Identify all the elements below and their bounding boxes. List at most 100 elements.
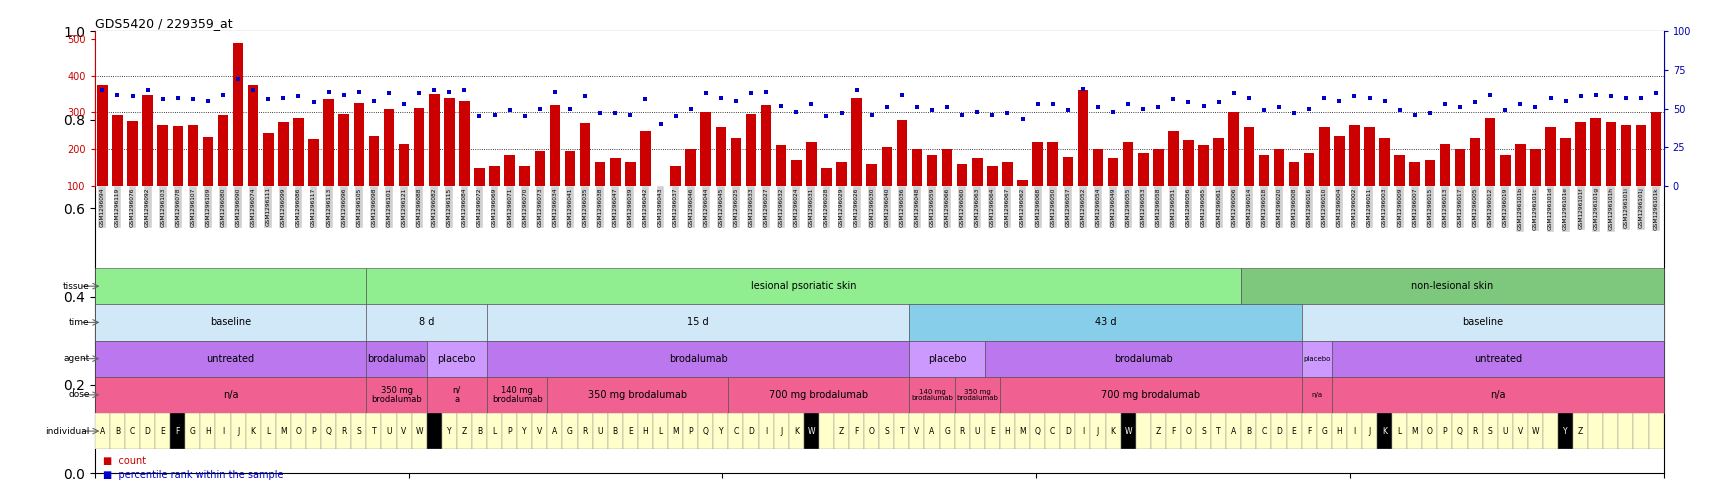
Text: A: A: [1230, 426, 1235, 436]
Bar: [1273, 149, 1284, 186]
Point: [1340, 92, 1368, 100]
Bar: [1108, 158, 1118, 186]
Text: B: B: [1246, 426, 1251, 436]
Point: [751, 88, 779, 96]
Bar: [1075, 413, 1089, 449]
Point: [1551, 97, 1578, 105]
Text: T: T: [372, 426, 376, 436]
Bar: [1272, 413, 1285, 449]
Bar: [1587, 413, 1602, 449]
Point: [1204, 99, 1232, 106]
Point: [737, 89, 765, 97]
Bar: [1423, 160, 1434, 186]
Text: H: H: [205, 426, 210, 436]
Point: [1265, 103, 1292, 111]
Text: untreated: untreated: [1473, 354, 1521, 364]
Bar: [1635, 125, 1645, 186]
Bar: [1544, 127, 1554, 186]
Point: [405, 89, 432, 97]
Bar: [1032, 142, 1042, 186]
Text: L: L: [658, 426, 662, 436]
Text: 140 mg
brodalumab: 140 mg brodalumab: [910, 389, 953, 401]
Bar: [791, 160, 801, 186]
Bar: [157, 125, 167, 186]
Bar: [277, 122, 288, 186]
Bar: [700, 113, 710, 186]
Bar: [367, 377, 427, 413]
Bar: [501, 413, 517, 449]
Text: E: E: [627, 426, 632, 436]
Bar: [594, 162, 605, 186]
Bar: [186, 413, 200, 449]
Bar: [758, 413, 774, 449]
Bar: [1515, 143, 1525, 186]
Text: V: V: [401, 426, 407, 436]
Text: U: U: [386, 426, 391, 436]
Text: brodalumab: brodalumab: [367, 354, 426, 364]
Bar: [1061, 156, 1072, 186]
Bar: [820, 168, 830, 186]
Point: [827, 110, 855, 117]
Text: E: E: [989, 426, 994, 436]
Point: [541, 88, 569, 96]
Bar: [1620, 125, 1630, 186]
Text: 15 d: 15 d: [687, 317, 708, 327]
Point: [481, 111, 508, 119]
Bar: [911, 149, 922, 186]
Bar: [698, 413, 713, 449]
Point: [1354, 94, 1382, 102]
Bar: [1330, 341, 1663, 377]
Text: Z: Z: [839, 426, 844, 436]
Point: [932, 103, 960, 111]
Bar: [910, 377, 955, 413]
Bar: [999, 377, 1301, 413]
Bar: [896, 120, 906, 186]
Text: individual: individual: [45, 426, 90, 436]
Bar: [1001, 162, 1011, 186]
Bar: [351, 413, 365, 449]
Bar: [894, 413, 910, 449]
Bar: [1527, 413, 1542, 449]
Text: S: S: [357, 426, 362, 436]
Point: [918, 106, 946, 114]
Bar: [1165, 413, 1180, 449]
Text: time: time: [69, 318, 90, 327]
Bar: [1647, 413, 1663, 449]
Bar: [486, 413, 501, 449]
Text: tissue: tissue: [62, 282, 90, 291]
Point: [526, 105, 553, 113]
Bar: [534, 151, 544, 186]
Bar: [1499, 155, 1509, 186]
Text: baseline: baseline: [1461, 317, 1502, 327]
Point: [586, 110, 613, 117]
Bar: [927, 155, 937, 186]
Bar: [95, 304, 367, 341]
Bar: [1182, 140, 1192, 186]
Bar: [984, 341, 1301, 377]
Bar: [1089, 413, 1104, 449]
Point: [1068, 85, 1096, 92]
Text: E: E: [160, 426, 165, 436]
Point: [239, 86, 267, 94]
Bar: [787, 413, 803, 449]
Point: [858, 111, 886, 119]
Bar: [625, 162, 636, 186]
Point: [1415, 110, 1442, 117]
Text: K: K: [250, 426, 255, 436]
Bar: [774, 413, 789, 449]
Point: [1039, 100, 1067, 108]
Point: [88, 86, 115, 94]
Point: [1008, 115, 1036, 123]
Bar: [1633, 413, 1647, 449]
Bar: [622, 413, 638, 449]
Bar: [336, 413, 351, 449]
Point: [1627, 94, 1654, 102]
Text: GDS5420 / 229359_at: GDS5420 / 229359_at: [95, 17, 233, 30]
Text: 350 mg brodalumab: 350 mg brodalumab: [588, 390, 687, 400]
Point: [979, 111, 1006, 119]
Bar: [1301, 377, 1330, 413]
Text: G: G: [1320, 426, 1327, 436]
Bar: [457, 413, 472, 449]
Bar: [1256, 413, 1272, 449]
Bar: [1180, 413, 1196, 449]
